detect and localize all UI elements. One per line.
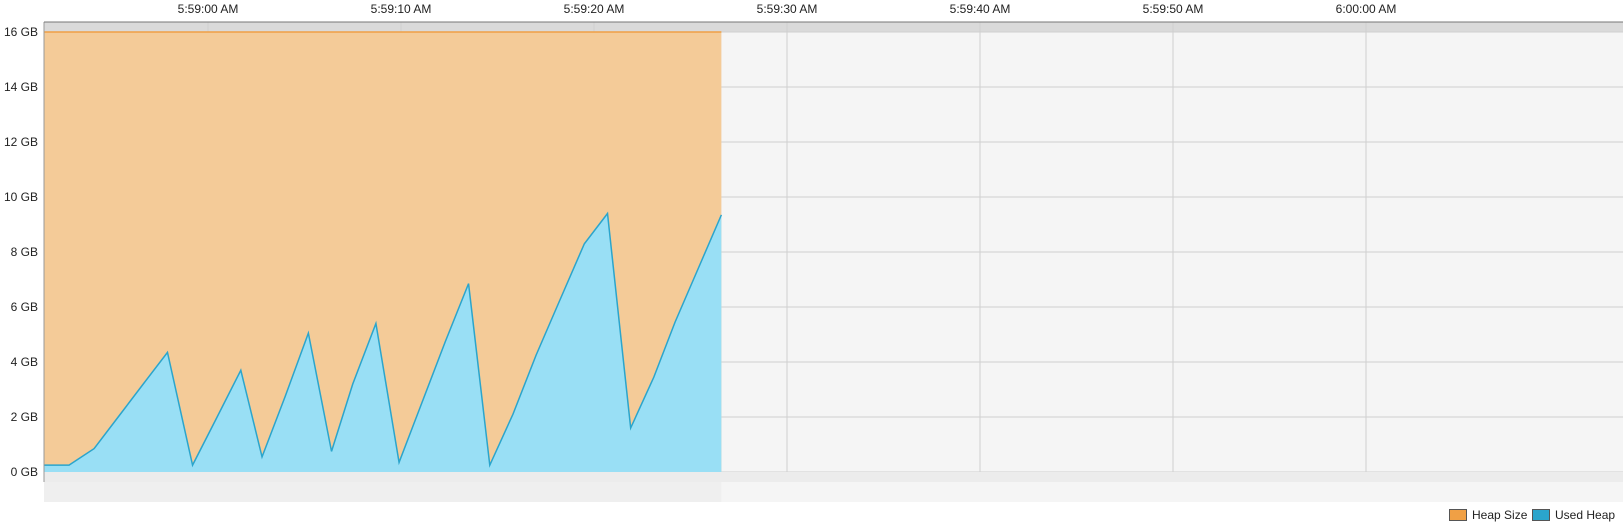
used-heap-line bbox=[43, 211, 723, 468]
series-areas bbox=[43, 31, 723, 472]
x-tick-label: 5:59:20 AM bbox=[564, 2, 625, 16]
y-tick-label: 14 GB bbox=[4, 80, 38, 94]
used-heap-swatch bbox=[1532, 509, 1550, 521]
x-tick-label: 5:59:10 AM bbox=[371, 2, 432, 16]
y-axis-ticks: 0 GB 2 GB 4 GB 6 GB 8 GB 10 GB 12 GB 14 GB 16 GB bbox=[4, 25, 38, 479]
bottom-band bbox=[44, 472, 1623, 482]
y-tick-label: 10 GB bbox=[4, 190, 38, 204]
legend-heap-size-label: Heap Size bbox=[1472, 508, 1528, 522]
y-tick-label: 12 GB bbox=[4, 135, 38, 149]
y-tick-label: 16 GB bbox=[4, 25, 38, 39]
legend-used-heap-label: Used Heap bbox=[1555, 508, 1616, 522]
used-heap-area bbox=[43, 213, 722, 472]
y-tick-label: 0 GB bbox=[11, 465, 38, 479]
y-tick-label: 8 GB bbox=[11, 245, 38, 259]
legend-heap-size: Heap Size bbox=[1449, 508, 1527, 522]
empty-region bbox=[721, 22, 1623, 502]
x-tick-label: 5:59:30 AM bbox=[757, 2, 818, 16]
x-axis-ticks: 5:59:00 AM 5:59:10 AM 5:59:20 AM 5:59:30 AM… bbox=[178, 2, 1397, 16]
x-tick-label: 5:59:40 AM bbox=[950, 2, 1011, 16]
x-tick-label: 5:59:00 AM bbox=[178, 2, 239, 16]
legend-used-heap: Used Heap bbox=[1532, 508, 1615, 522]
y-tick-label: 6 GB bbox=[11, 300, 38, 314]
top-band bbox=[44, 22, 1623, 32]
heap-size-swatch bbox=[1449, 509, 1467, 521]
axes bbox=[43, 21, 1623, 482]
x-tick-label: 5:59:50 AM bbox=[1143, 2, 1204, 16]
y-tick-label: 4 GB bbox=[11, 355, 38, 369]
y-tick-label: 2 GB bbox=[11, 410, 38, 424]
x-tick-label: 6:00:00 AM bbox=[1336, 2, 1397, 16]
